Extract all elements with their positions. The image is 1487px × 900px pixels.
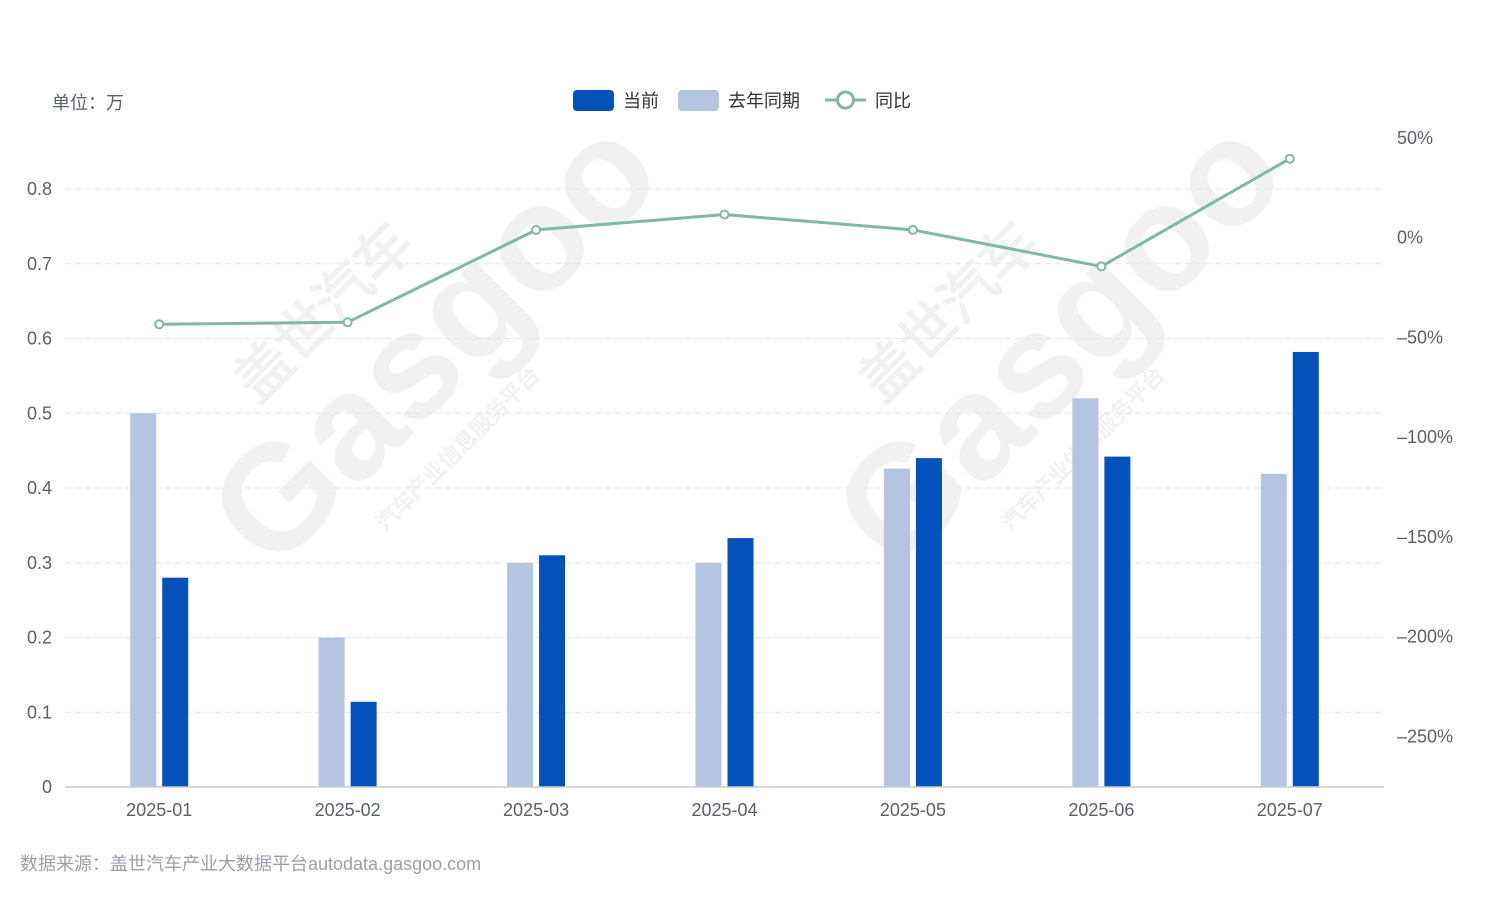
bar-current[interactable] (350, 701, 377, 787)
yoy-line (154, 153, 1295, 330)
source-label: 数据来源：盖世汽车产业大数据平台autodata.gasgoo.com (20, 854, 481, 874)
x-tick-label: 2025-06 (1068, 800, 1134, 820)
legend-label-yoy: 同比 (875, 91, 911, 111)
yoy-point[interactable] (154, 319, 165, 330)
bar-current[interactable] (162, 577, 189, 787)
legend-label-last-year: 去年同期 (728, 91, 800, 111)
y-left-tick-label: 0.2 (27, 628, 52, 648)
legend-item-yoy[interactable]: 同比 (825, 90, 911, 111)
legend-item-current[interactable]: 当前 (573, 90, 659, 111)
unit-label: 单位：万 (52, 93, 124, 113)
y-left-tick-label: 0.1 (27, 702, 52, 722)
x-tick-label: 2025-04 (691, 800, 757, 820)
legend-swatch-current (573, 90, 614, 111)
bar-last-year[interactable] (1260, 473, 1287, 787)
y-right-tick-label: –100% (1397, 427, 1453, 447)
bar-last-year[interactable] (130, 413, 157, 787)
y-right-tick-label: –50% (1397, 327, 1443, 347)
bar-current[interactable] (1104, 456, 1131, 787)
yoy-point[interactable] (719, 209, 730, 220)
bar-current[interactable] (1292, 351, 1319, 787)
bar-last-year[interactable] (1072, 398, 1099, 787)
bar-last-year[interactable] (883, 468, 910, 787)
yoy-point[interactable] (907, 224, 918, 235)
legend-label-current: 当前 (623, 91, 659, 111)
y-left-tick-label: 0.7 (27, 254, 52, 274)
y-left-tick-label: 0.6 (27, 329, 52, 349)
legend-swatch-last-year (678, 90, 719, 111)
x-tick-label: 2025-03 (503, 800, 569, 820)
yoy-point[interactable] (1096, 261, 1107, 272)
legend-item-last-year[interactable]: 去年同期 (678, 90, 800, 111)
y-right-tick-label: –150% (1397, 527, 1453, 547)
x-tick-label: 2025-01 (126, 800, 192, 820)
bar-current[interactable] (727, 538, 754, 787)
watermark: Gasgoo盖世汽车汽车产业信息服务平台Gasgoo盖世汽车汽车产业信息服务平台 (176, 83, 1315, 597)
bar-last-year[interactable] (318, 637, 345, 788)
legend-swatch-yoy-marker (836, 90, 855, 110)
yoy-point[interactable] (342, 317, 353, 328)
bars (130, 351, 1319, 788)
y-right-tick-label: –250% (1397, 726, 1453, 746)
x-tick-label: 2025-07 (1257, 800, 1323, 820)
y-left-tick-label: 0.8 (27, 179, 52, 199)
yoy-point[interactable] (1284, 153, 1295, 164)
y-left-tick-label: 0.5 (27, 403, 52, 423)
y-left-tick-label: 0.3 (27, 553, 52, 573)
y-left-tick-label: 0 (42, 777, 52, 797)
axes: 0 0.1 0.2 0.3 0.4 0.5 0.6 0.7 0.8 50% 0% –50% –100% –… (27, 128, 1453, 820)
y-right-tick-label: 50% (1397, 128, 1433, 148)
yoy-point[interactable] (531, 224, 542, 235)
y-left-tick-label: 0.4 (27, 478, 52, 498)
y-right-tick-label: –200% (1397, 627, 1453, 647)
y-right-tick-label: 0% (1397, 228, 1423, 248)
bar-last-year[interactable] (695, 562, 722, 787)
bar-current[interactable] (539, 555, 566, 787)
legend[interactable]: 当前 去年同期 同比 (573, 90, 911, 111)
bar-last-year[interactable] (507, 562, 534, 787)
bar-current[interactable] (915, 458, 942, 787)
x-tick-label: 2025-05 (880, 800, 946, 820)
x-tick-label: 2025-02 (315, 800, 381, 820)
